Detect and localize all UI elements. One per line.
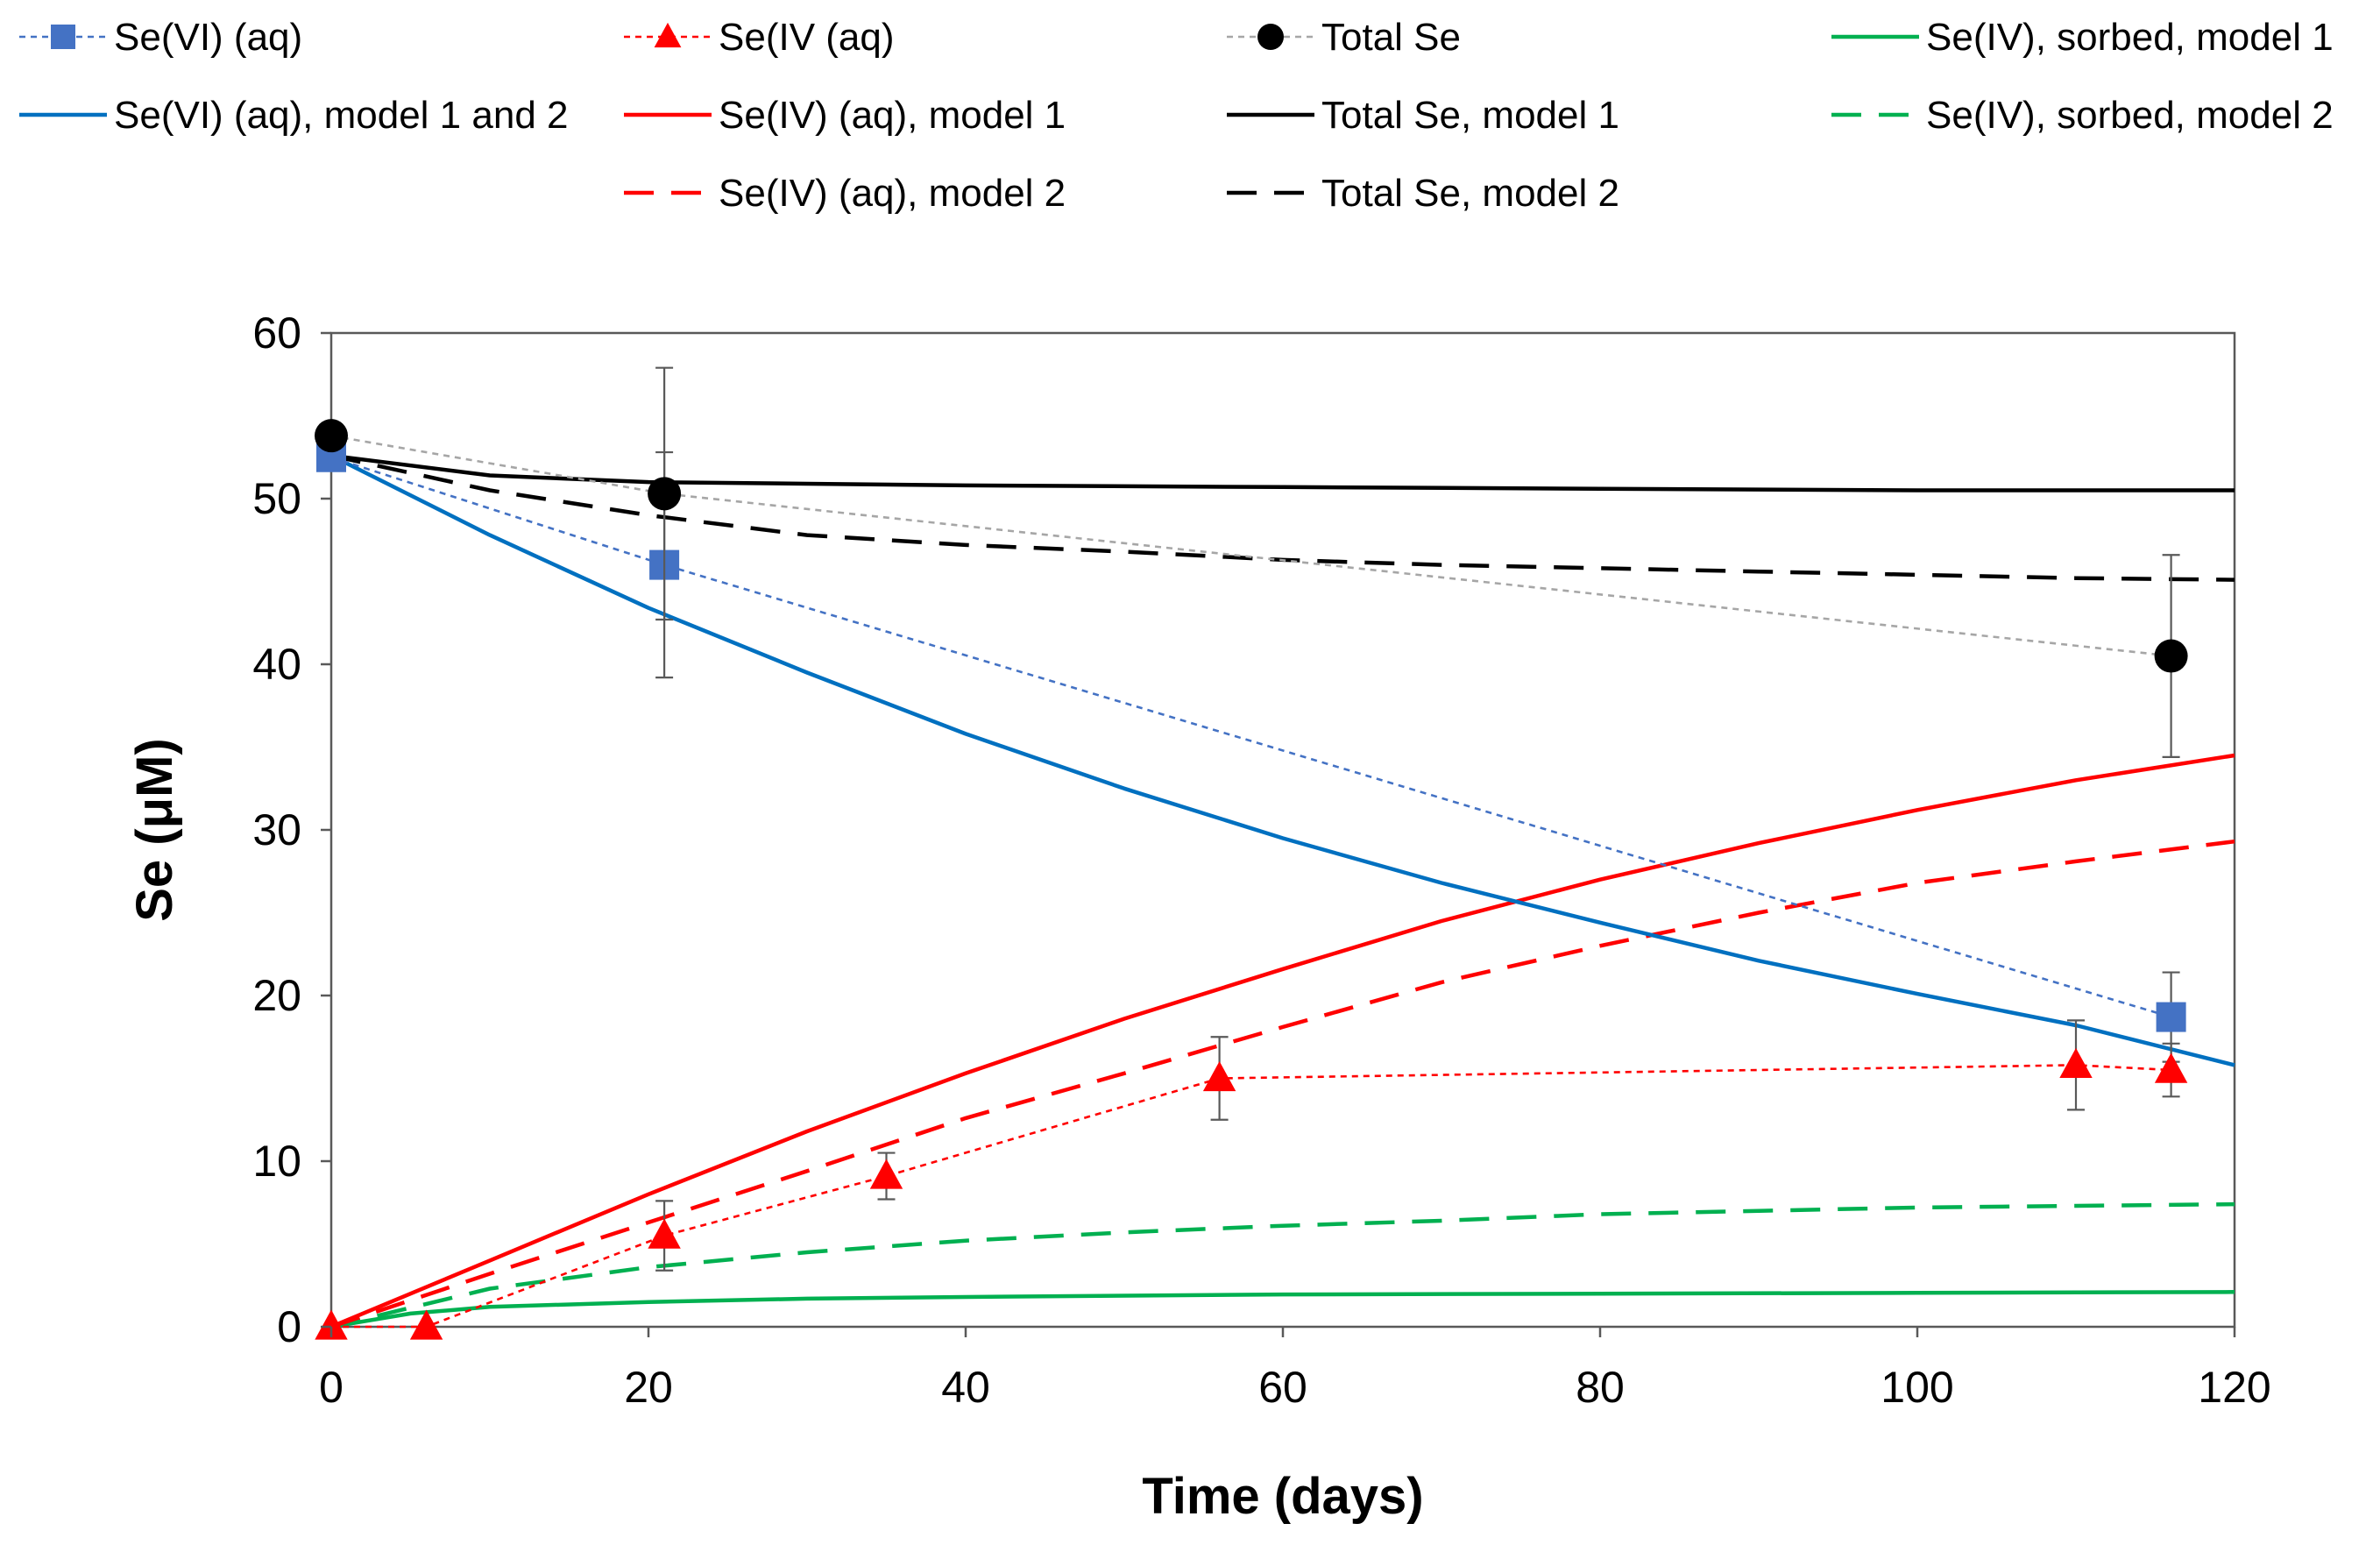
x-tick-label: 40	[941, 1363, 990, 1412]
legend: Se(VI) (aq) Se(IV (aq) Total Se Se(IV), sor…	[19, 16, 2334, 215]
legend-label: Se(VI) (aq)	[114, 16, 302, 59]
legend-item-se-iv-aq: Se(IV (aq)	[624, 16, 895, 59]
series-se-iv-aq-model-2	[330, 839, 2235, 1329]
legend-label: Se(IV), sorbed, model 2	[1926, 94, 2334, 137]
series-se-iv-aq	[315, 1019, 2188, 1340]
legend-item-se-iv-aq-model-2: Se(IV) (aq), model 2	[624, 172, 1066, 215]
series-line-se-vi-aq	[330, 456, 2171, 1018]
data-point-total-se	[648, 477, 682, 511]
legend-label: Se(IV) (aq), model 1	[719, 94, 1066, 137]
legend-label: Se(IV (aq)	[719, 16, 895, 59]
x-tick-label: 20	[624, 1363, 673, 1412]
y-axis-title: Se (μM)	[126, 738, 183, 922]
data-point-se-iv-aq	[648, 1218, 681, 1249]
legend-item-total-se: Total Se	[1227, 16, 1461, 59]
series-total-se	[315, 366, 2188, 758]
data-point-se-vi-aq	[2156, 1002, 2186, 1032]
legend-label: Total Se, model 1	[1321, 94, 1619, 137]
legend-swatch-marker	[51, 25, 75, 49]
legend-label: Total Se, model 2	[1321, 172, 1619, 215]
legend-item-se-vi-aq: Se(VI) (aq)	[19, 16, 302, 59]
legend-label: Se(IV), sorbed, model 1	[1926, 16, 2334, 59]
series-line-total-se	[330, 434, 2171, 657]
series-se-iv-aq-model-1	[330, 753, 2235, 1329]
y-tick-label: 20	[252, 971, 301, 1020]
x-tick-label: 60	[1258, 1363, 1307, 1412]
series-se-vi-aq-model-1-and-2	[329, 453, 2235, 1067]
series-line-se-iv-sorbed-model-1	[330, 1290, 2235, 1329]
legend-label: Se(VI) (aq), model 1 and 2	[114, 94, 568, 137]
series-line-se-vi-aq-model-1-and-2	[329, 453, 2235, 1067]
series-line-se-iv-aq-model-2	[330, 839, 2235, 1329]
y-tick-label: 0	[277, 1302, 301, 1351]
legend-swatch-marker	[1257, 24, 1284, 50]
series-se-iv-sorbed-model-1	[330, 1290, 2235, 1329]
y-tick-label: 50	[252, 474, 301, 523]
x-tick-label: 80	[1576, 1363, 1625, 1412]
data-point-se-iv-aq	[315, 1309, 348, 1340]
legend-item-se-iv-aq-model-1: Se(IV) (aq), model 1	[624, 94, 1066, 137]
series-line-se-iv-aq	[331, 1064, 2171, 1329]
legend-item-se-iv-sorbed-model-1: Se(IV), sorbed, model 1	[1831, 16, 2334, 59]
legend-item-se-iv-sorbed-model-2: Se(IV), sorbed, model 2	[1831, 94, 2334, 137]
series-line-total-se-model-1	[330, 453, 2235, 493]
legend-item-se-vi-aq-model-1-and-2: Se(VI) (aq), model 1 and 2	[19, 94, 568, 137]
legend-item-total-se-model-2: Total Se, model 2	[1227, 172, 1619, 215]
x-tick-label: 100	[1881, 1363, 1953, 1412]
data-point-se-iv-aq	[869, 1159, 903, 1189]
data-point-total-se	[2154, 639, 2188, 673]
y-tick-label: 40	[252, 640, 301, 689]
series-se-vi-aq	[316, 442, 2186, 1063]
y-tick-label: 60	[252, 308, 301, 358]
series-layer	[315, 366, 2235, 1340]
data-point-se-iv-aq	[409, 1309, 443, 1340]
series-line-se-iv-aq-model-1	[330, 753, 2235, 1329]
data-point-se-iv-aq	[1202, 1060, 1236, 1092]
data-point-se-iv-aq	[2154, 1052, 2188, 1083]
x-tick-label: 0	[319, 1363, 344, 1412]
legend-label: Total Se	[1321, 16, 1461, 59]
x-tick-label: 120	[2198, 1363, 2270, 1412]
data-point-se-iv-aq	[2059, 1047, 2093, 1079]
series-total-se-model-1	[330, 453, 2235, 493]
legend-swatch-marker	[654, 22, 682, 48]
series-line-se-iv-sorbed-model-2	[330, 1201, 2235, 1329]
y-tick-label: 10	[252, 1137, 301, 1186]
y-tick-label: 30	[252, 805, 301, 854]
legend-item-total-se-model-1: Total Se, model 1	[1227, 94, 1619, 137]
axes: 0 10 20 30 40 50 60 0 20 40 60 80 100 120	[252, 308, 2270, 1412]
series-se-iv-sorbed-model-2	[330, 1201, 2235, 1329]
data-point-total-se	[315, 419, 348, 453]
x-axis-title: Time (days)	[1142, 1468, 1423, 1525]
legend-label: Se(IV) (aq), model 2	[719, 172, 1066, 215]
